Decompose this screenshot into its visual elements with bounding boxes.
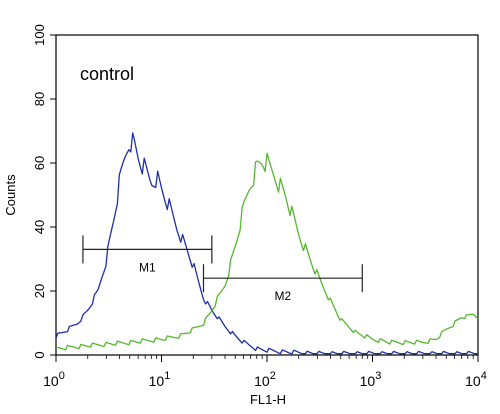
x-tick-label: 103 (360, 370, 382, 389)
x-axis-ticks: 100 101 102 103 104 (43, 355, 487, 389)
y-tick-label: 80 (32, 92, 47, 106)
y-tick-label: 60 (32, 156, 47, 170)
series-layer (55, 132, 479, 355)
gate-marker-m2: M2 (202, 264, 363, 303)
x-tick-label: 102 (254, 370, 276, 389)
x-axis-title: FL1-H (250, 392, 286, 407)
y-axis-ticks: 0 20 40 60 80 100 (32, 24, 56, 359)
histogram-series-2 (55, 152, 479, 351)
gate-marker-m1: M1 (82, 235, 213, 274)
control-annotation: control (80, 64, 134, 84)
y-axis-title: Counts (3, 174, 18, 216)
x-tick-label: 100 (43, 370, 65, 389)
y-tick-label: 100 (32, 24, 47, 46)
gate-label: M1 (139, 260, 156, 274)
gate-label: M2 (275, 289, 292, 303)
x-tick-label: 101 (149, 370, 171, 389)
y-tick-label: 20 (32, 284, 47, 298)
marker-layer: M1 M2 (82, 235, 363, 303)
y-tick-label: 40 (32, 220, 47, 234)
histogram-series-1 (55, 132, 478, 355)
y-tick-label: 0 (32, 351, 47, 358)
x-tick-label: 104 (465, 370, 487, 389)
